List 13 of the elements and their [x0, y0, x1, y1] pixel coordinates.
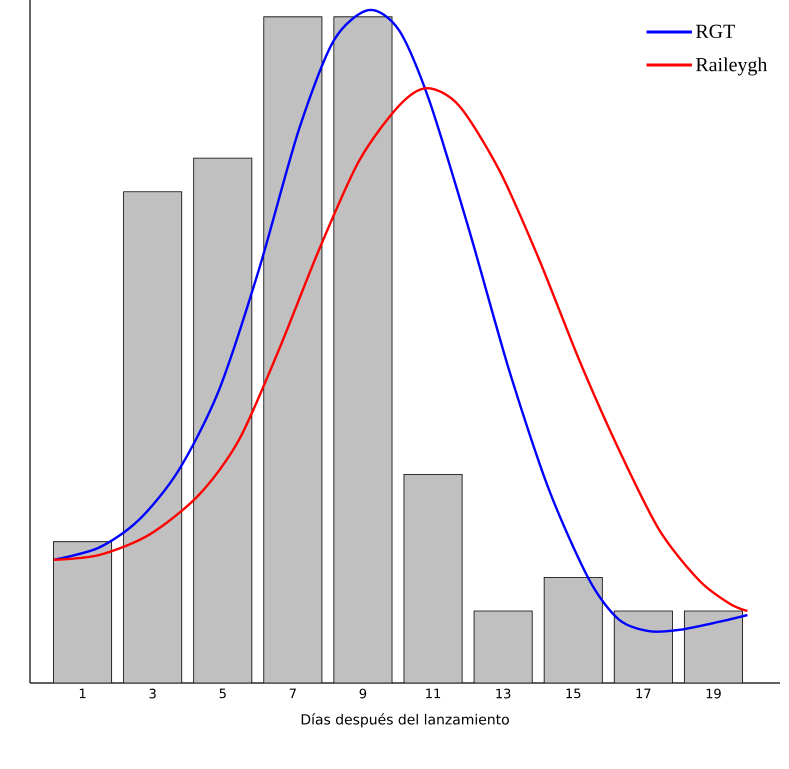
x-tick-label: 1: [80, 688, 86, 698]
x-tick-label: 19: [706, 688, 721, 698]
x-tick-label: 5: [220, 688, 226, 698]
legend-label: Raileygh: [696, 57, 768, 76]
x-tick-label: 17: [636, 688, 650, 698]
x-tick-label: 11: [426, 688, 440, 698]
legend-label: RGT: [696, 24, 735, 38]
x-tick-label: 9: [360, 688, 366, 698]
x-tick-label: 7: [290, 688, 296, 698]
x-tick-label: 15: [566, 688, 580, 698]
x-tick-label: 3: [150, 688, 156, 698]
x-tick-label: 13: [496, 688, 510, 698]
x-axis-title: Días después del lanzamiento: [302, 713, 509, 728]
